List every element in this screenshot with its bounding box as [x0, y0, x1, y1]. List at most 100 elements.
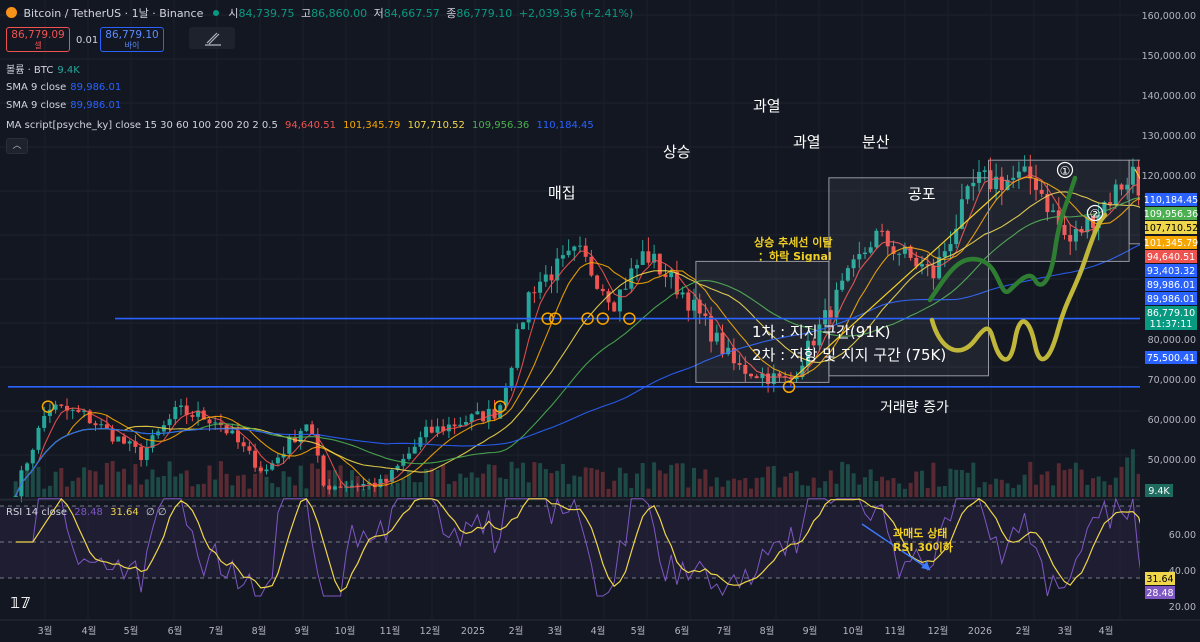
- candle-body: [1022, 166, 1027, 172]
- candle-body: [971, 182, 976, 187]
- touch-point-marker[interactable]: [581, 312, 594, 325]
- touch-point-marker[interactable]: [596, 312, 610, 325]
- volume-bar: [720, 486, 725, 497]
- label-rsi-oversold: 과매도 상태: [893, 526, 947, 540]
- volume-bar: [441, 464, 446, 497]
- ma-script-label[interactable]: MA script[psyche_ky] close 15 30 60 100 …: [6, 120, 278, 131]
- rise-zone[interactable]: [828, 177, 990, 377]
- sma2-label[interactable]: SMA 9 close: [6, 100, 67, 111]
- volume-bar: [70, 480, 75, 497]
- drawing-tool-button[interactable]: [189, 27, 235, 49]
- change-value: +2,039.36 (+2.41%): [518, 7, 634, 20]
- touch-point-marker[interactable]: [41, 400, 55, 413]
- candle-body: [327, 485, 332, 490]
- volume-bar: [726, 480, 731, 497]
- candle-body: [264, 469, 269, 472]
- candle-body: [441, 426, 446, 432]
- touch-point-marker[interactable]: [549, 312, 562, 325]
- uptrend-line[interactable]: [788, 190, 1001, 383]
- volume-bar: [811, 477, 816, 497]
- scenario-1-path[interactable]: [927, 175, 1078, 303]
- candle-body: [407, 453, 411, 459]
- volume-bar: [59, 468, 64, 497]
- candle-body: [617, 289, 622, 312]
- price-tag-label: 109,956.36: [1144, 209, 1198, 220]
- sell-button[interactable]: 86,779.09 셀: [6, 27, 70, 52]
- accumulation-zone[interactable]: [695, 260, 830, 383]
- volume-bar: [429, 467, 434, 497]
- collapse-legend-button[interactable]: ︿: [6, 138, 28, 154]
- candle-body: [897, 253, 902, 255]
- volume-bar: [526, 482, 531, 497]
- price-tick-label: 150,000.00: [1142, 51, 1196, 62]
- candle-body: [851, 259, 856, 269]
- volume-bar: [646, 488, 651, 497]
- candle-body: [1016, 171, 1021, 178]
- volume-bar: [127, 484, 132, 497]
- volume-label[interactable]: 볼륨 · BTC: [6, 65, 54, 76]
- volume-value: 9.4K: [57, 65, 80, 76]
- volume-bar: [1073, 462, 1078, 497]
- volume-bar: [293, 485, 297, 497]
- candle-body: [902, 246, 907, 254]
- candle-body: [247, 446, 252, 451]
- candle-body: [863, 252, 867, 255]
- sma1-value: 89,986.01: [70, 82, 122, 93]
- volume-bar: [937, 486, 942, 497]
- symbol-name[interactable]: Bitcoin / TetherUS · 1날 · Binance: [23, 7, 204, 20]
- ma-15-line[interactable]: [15, 174, 1200, 497]
- rsi-line[interactable]: [15, 497, 1200, 598]
- rsi-label[interactable]: RSI 14 close: [6, 507, 68, 518]
- volume-bar: [1085, 484, 1090, 497]
- volume-bar: [1045, 471, 1050, 497]
- candle-body: [806, 340, 810, 366]
- volume-bar: [424, 468, 429, 497]
- volume-bar: [36, 466, 41, 497]
- volume-bar: [543, 469, 548, 497]
- candle-body: [275, 457, 280, 464]
- sma1-label[interactable]: SMA 9 close: [6, 82, 67, 93]
- ma-30-line[interactable]: [15, 176, 1200, 497]
- candle-body: [1045, 193, 1050, 213]
- candle-body: [794, 377, 799, 380]
- price-tag-label: 89,986.01: [1147, 294, 1195, 305]
- ma-100-line[interactable]: [15, 197, 1200, 497]
- time-tick-label: 12월: [928, 625, 949, 637]
- time-tick-label: 2026: [968, 626, 992, 637]
- label-volume-increase: 거래량 증가: [880, 400, 949, 416]
- overheat-zone[interactable]: [988, 159, 1130, 262]
- sma-legend-1: SMA 9 close 89,986.01: [6, 82, 121, 93]
- price-tag: [1145, 236, 1197, 249]
- touch-point-marker[interactable]: [623, 312, 636, 325]
- volume-bar: [749, 488, 753, 497]
- tradingview-logo-icon: 𝟙𝟟: [10, 594, 31, 612]
- volume-bar: [549, 473, 554, 497]
- volume-bar: [600, 471, 605, 497]
- scenario-2-path[interactable]: [929, 212, 1108, 362]
- time-tick-label: 8월: [252, 625, 267, 637]
- volume-bar: [1034, 484, 1038, 497]
- time-tick-label: 9월: [295, 625, 310, 637]
- touch-point-marker[interactable]: [541, 312, 554, 325]
- rsi-ma-line[interactable]: [15, 497, 1200, 594]
- buy-button[interactable]: 86,779.10 바이: [100, 27, 164, 52]
- volume-bar: [817, 487, 822, 497]
- volume-bar: [794, 471, 799, 497]
- volume-bar: [53, 471, 58, 497]
- volume-bar: [173, 476, 178, 497]
- volume-bar: [686, 487, 691, 497]
- moving-averages: [15, 174, 1200, 497]
- candle-body: [606, 291, 611, 303]
- volume-bar: [623, 473, 628, 497]
- ma-200-line[interactable]: [15, 227, 1200, 497]
- volume-bar: [281, 471, 286, 497]
- volume-tag-label: 9.4K: [1148, 486, 1170, 497]
- volume-bar: [674, 463, 679, 497]
- candle-body: [640, 251, 645, 265]
- candle-body: [749, 373, 753, 377]
- touch-point-marker[interactable]: [493, 400, 507, 413]
- touch-point-marker[interactable]: [782, 380, 796, 394]
- candle-body: [321, 455, 326, 486]
- volume-bar: [167, 461, 172, 497]
